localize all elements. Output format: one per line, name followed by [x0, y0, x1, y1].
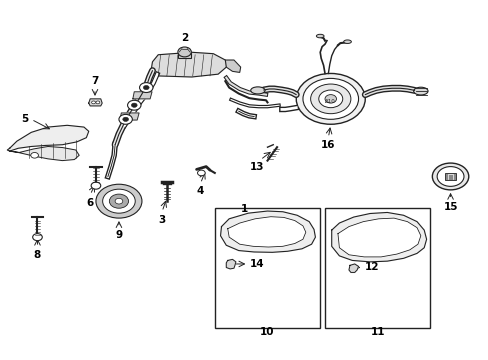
Circle shape — [436, 167, 463, 186]
Polygon shape — [89, 99, 102, 106]
Polygon shape — [348, 264, 358, 273]
Polygon shape — [226, 259, 235, 269]
Ellipse shape — [316, 34, 324, 38]
Circle shape — [131, 103, 137, 107]
Polygon shape — [133, 92, 152, 99]
Circle shape — [431, 163, 468, 190]
Text: 10: 10 — [260, 327, 274, 337]
Circle shape — [303, 78, 358, 119]
Circle shape — [31, 153, 39, 158]
Circle shape — [178, 47, 191, 57]
Text: 4: 4 — [196, 186, 203, 196]
Circle shape — [96, 101, 100, 104]
Text: Δ10: Δ10 — [325, 99, 335, 104]
Text: 13: 13 — [249, 162, 264, 172]
Circle shape — [102, 189, 135, 213]
Polygon shape — [220, 211, 315, 252]
Text: 5: 5 — [21, 114, 29, 124]
Text: 14: 14 — [250, 259, 264, 269]
Text: 11: 11 — [370, 327, 384, 337]
Circle shape — [197, 170, 205, 176]
Polygon shape — [227, 217, 305, 247]
Text: 16: 16 — [321, 140, 335, 150]
Circle shape — [127, 100, 141, 110]
Circle shape — [310, 84, 350, 114]
Circle shape — [115, 198, 122, 204]
Bar — [178, 52, 191, 58]
Text: 15: 15 — [443, 202, 457, 212]
Polygon shape — [120, 113, 139, 120]
Circle shape — [143, 85, 149, 90]
Polygon shape — [225, 60, 240, 72]
Polygon shape — [151, 52, 226, 77]
Circle shape — [325, 95, 336, 103]
Bar — [214, 208, 320, 328]
Circle shape — [91, 182, 101, 189]
Circle shape — [296, 73, 365, 124]
Text: 9: 9 — [115, 230, 122, 240]
Circle shape — [96, 184, 142, 218]
Polygon shape — [337, 218, 420, 257]
Bar — [325, 208, 429, 328]
Polygon shape — [331, 212, 426, 262]
Text: 6: 6 — [86, 198, 94, 208]
Text: 12: 12 — [365, 262, 379, 273]
Circle shape — [33, 234, 42, 241]
Text: 3: 3 — [158, 215, 165, 225]
Circle shape — [109, 194, 128, 208]
Circle shape — [139, 83, 153, 93]
Ellipse shape — [250, 87, 264, 94]
Text: 1: 1 — [241, 204, 247, 214]
Circle shape — [91, 101, 95, 104]
Polygon shape — [7, 125, 89, 151]
Polygon shape — [10, 147, 79, 161]
Text: 2: 2 — [181, 33, 188, 43]
Text: 8: 8 — [34, 250, 41, 260]
Text: 7: 7 — [91, 76, 99, 86]
Circle shape — [318, 90, 342, 108]
Bar — [444, 173, 455, 180]
Circle shape — [122, 117, 128, 121]
Ellipse shape — [343, 40, 351, 44]
Ellipse shape — [413, 87, 427, 95]
Circle shape — [119, 114, 132, 124]
